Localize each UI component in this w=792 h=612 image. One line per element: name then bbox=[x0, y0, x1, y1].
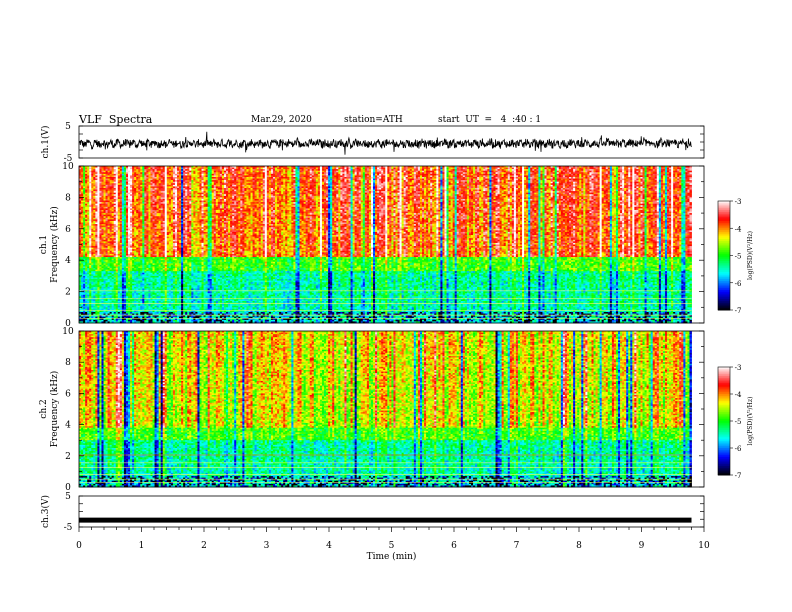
ch1-waveform-ylabel: ch.1(V) bbox=[40, 126, 51, 159]
ch1-waveform-frame bbox=[79, 126, 704, 158]
ch1-spectrogram-image bbox=[79, 166, 692, 323]
ch1-waveform-trace bbox=[79, 132, 692, 155]
ch1-waveform-ytick-label: 5 bbox=[65, 122, 71, 132]
